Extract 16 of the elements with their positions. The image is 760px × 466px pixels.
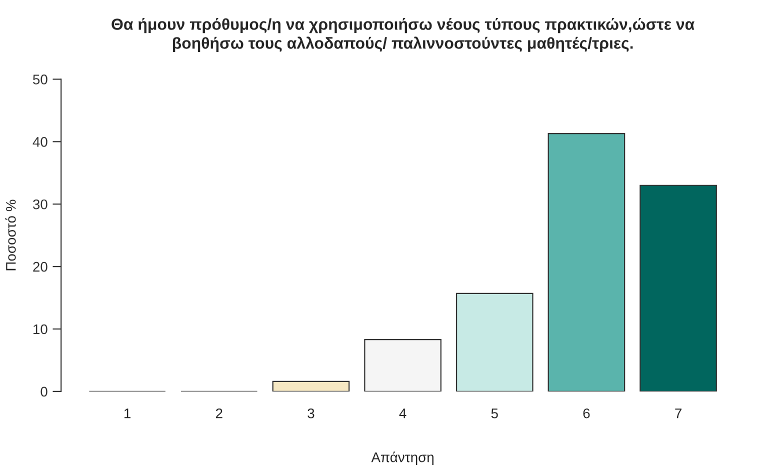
y-tick-label: 20 — [33, 262, 48, 272]
x-tick-label: 7 — [675, 408, 682, 418]
y-axis-title: Ποσοστό % — [5, 200, 16, 270]
x-tick-label: 4 — [399, 408, 406, 418]
y-tick-label: 0 — [40, 386, 48, 397]
x-tick-label: 1 — [124, 408, 130, 418]
y-tick-label: 50 — [33, 74, 48, 84]
y-tick-label: 10 — [34, 324, 48, 334]
chart-title: Θα ήμουν πρόθυμος/η να χρησιμοποιήσω νέους τύπους πρακτικών,ώστε να βοηθήσω τους αλλοδαπούς/ παλιννοστούντες μαθητές/τριες. — [112, 18, 694, 52]
x-tick-label: 2 — [216, 408, 222, 418]
y-tick-label: 30 — [32, 199, 48, 210]
y-tick-label: 40 — [32, 137, 48, 147]
x-tick-label: 5 — [491, 408, 498, 418]
x-tick-label: 3 — [308, 408, 314, 418]
x-axis-title: Απάντηση — [371, 452, 434, 465]
x-tick-label: 6 — [583, 408, 590, 418]
